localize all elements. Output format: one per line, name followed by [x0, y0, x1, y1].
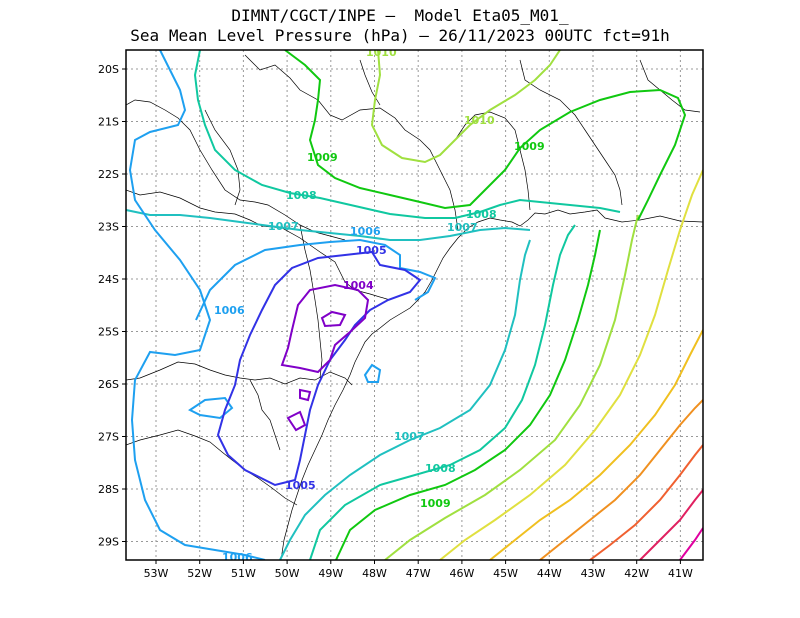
lat-tick-label: 23S — [98, 221, 119, 234]
state-border — [639, 59, 701, 113]
contour-label: 1007 — [394, 430, 425, 443]
map-area: 1010 1010 1009 1009 1009 1008 1008 1008 … — [126, 46, 703, 564]
lat-tick-label: 26S — [98, 378, 119, 391]
state-border — [126, 429, 298, 506]
state-border — [299, 224, 323, 379]
contour-label: 1007 — [268, 220, 299, 233]
contour-1006-ring — [363, 363, 382, 383]
lon-tick-label: 51W — [231, 567, 256, 580]
chart-title-line2: Sea Mean Level Pressure (hPa) — 26/11/20… — [130, 26, 670, 45]
lat-tick-label: 20S — [98, 63, 119, 76]
contour-1006-small — [188, 396, 234, 420]
contour-1006-west — [128, 50, 266, 560]
contour-1011 — [439, 169, 703, 560]
contour-label: 1008 — [466, 208, 497, 221]
contour-1013 — [539, 399, 703, 560]
contour-1007-north — [126, 209, 531, 241]
contour-1005 — [216, 250, 422, 487]
lat-tick-label: 21S — [98, 116, 119, 129]
lon-tick-label: 44W — [537, 567, 562, 580]
contour-label: 1008 — [425, 462, 456, 475]
lat-tick-label: 25S — [98, 326, 119, 339]
contour-label: 1005 — [356, 244, 387, 257]
state-border — [244, 54, 459, 231]
contour-label: 1009 — [514, 140, 545, 153]
contour-1004-c — [299, 388, 312, 402]
lon-tick-label: 42W — [624, 567, 649, 580]
contour-1009-north — [284, 50, 687, 221]
contour-1004 — [280, 283, 370, 374]
contour-1008-north — [193, 50, 621, 219]
contour-label: 1006 — [214, 304, 245, 317]
lon-tick-label: 43W — [581, 567, 606, 580]
lon-tick-label: 53W — [144, 567, 169, 580]
lon-tick-label: 45W — [493, 567, 518, 580]
contour-label: 1006 — [350, 225, 381, 238]
lat-tick-label: 22S — [98, 168, 119, 181]
lon-tick-label: 46W — [449, 567, 474, 580]
lat-tick-label: 24S — [98, 273, 119, 286]
contour-label: 1010 — [366, 46, 397, 59]
coastline — [280, 209, 703, 560]
lon-tick-label: 48W — [362, 567, 387, 580]
lat-tick-label: 29S — [98, 536, 119, 549]
contour-1015 — [639, 489, 703, 560]
chart-title-line1: DIMNT/CGCT/INPE — Model Eta05_M01_ — [231, 6, 569, 25]
lon-tick-label: 49W — [318, 567, 343, 580]
contour-1008-east — [309, 224, 576, 560]
state-border — [359, 59, 381, 106]
state-border — [204, 109, 241, 206]
lon-tick-label: 50W — [275, 567, 300, 580]
lat-tick-label: 28S — [98, 483, 119, 496]
contour-1010-east — [384, 214, 639, 560]
contour-1012 — [489, 329, 703, 560]
state-border — [126, 99, 346, 241]
contour-label: 1006 — [222, 551, 253, 564]
contour-1014 — [589, 444, 703, 560]
contour-label: 1008 — [286, 189, 317, 202]
contour-label: 1005 — [285, 479, 316, 492]
map-frame — [125, 49, 704, 561]
contour-label: 1009 — [420, 497, 451, 510]
lat-tick-label: 27S — [98, 431, 119, 444]
contour-1004-d — [320, 310, 347, 328]
contour-1006-inner — [195, 238, 437, 321]
lon-tick-label: 47W — [406, 567, 431, 580]
lon-tick-label: 52W — [187, 567, 212, 580]
contour-label: 1009 — [307, 151, 338, 164]
coastline-borders — [126, 54, 703, 560]
contour-label: 1007 — [447, 221, 478, 234]
state-border — [454, 111, 531, 211]
grid-lines — [126, 50, 703, 560]
contour-1009-east — [335, 229, 601, 560]
contour-labels: 1010 1010 1009 1009 1009 1008 1008 1008 … — [214, 46, 545, 564]
longitude-axis: 53W 52W 51W 50W 49W 48W 47W 46W 45W 44W 43W 42W 41W — [144, 560, 693, 580]
lon-tick-label: 41W — [668, 567, 693, 580]
contour-1007-east — [279, 239, 531, 560]
latitude-axis: 20S 21S 22S 23S 24S 25S 26S 27S 28S 29S — [98, 63, 126, 549]
contour-1004-b — [286, 410, 307, 432]
contour-label: 1010 — [464, 114, 495, 127]
contour-1010-north — [370, 50, 561, 164]
state-border — [519, 59, 623, 206]
contour-1016 — [679, 527, 703, 560]
pressure-contours — [126, 50, 703, 560]
state-border — [249, 379, 281, 451]
contour-label: 1004 — [343, 279, 374, 292]
